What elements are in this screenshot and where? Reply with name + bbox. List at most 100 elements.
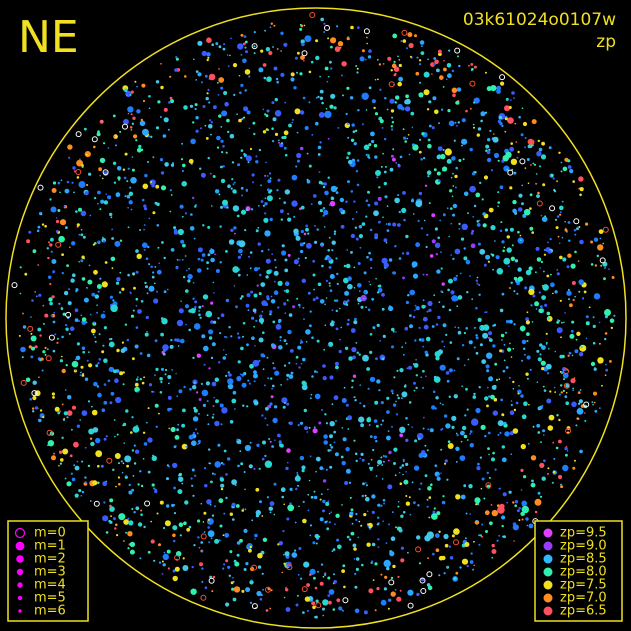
star <box>253 52 256 55</box>
star <box>179 534 182 537</box>
star <box>578 399 584 404</box>
star <box>118 482 121 486</box>
star <box>492 324 495 327</box>
star <box>152 211 156 215</box>
star <box>490 85 497 92</box>
star <box>103 358 108 364</box>
star <box>354 226 358 229</box>
star <box>269 511 272 514</box>
star <box>299 421 304 425</box>
star <box>61 436 64 439</box>
star <box>312 298 316 302</box>
star <box>299 455 305 461</box>
star <box>495 255 500 260</box>
star <box>524 137 527 139</box>
star <box>403 385 407 388</box>
star <box>152 271 155 274</box>
star <box>553 457 556 460</box>
star-ring <box>599 257 606 264</box>
star <box>49 198 52 201</box>
star <box>486 404 489 408</box>
star <box>564 221 566 223</box>
star <box>463 434 468 439</box>
star <box>249 441 252 444</box>
star <box>280 487 286 493</box>
star <box>124 195 127 198</box>
star <box>407 423 410 426</box>
star <box>327 576 331 580</box>
star <box>376 587 380 591</box>
star <box>415 358 417 361</box>
star <box>300 205 305 210</box>
star <box>120 348 126 354</box>
star <box>232 189 237 194</box>
star <box>503 359 506 362</box>
star <box>432 390 436 394</box>
star <box>339 307 341 310</box>
star <box>420 51 425 55</box>
star <box>309 455 312 458</box>
star <box>25 377 31 383</box>
star <box>461 138 468 145</box>
star <box>258 359 261 362</box>
star <box>135 506 140 511</box>
legend-marker <box>543 580 553 590</box>
star <box>572 466 576 470</box>
star <box>352 543 357 548</box>
star-ring <box>388 579 395 586</box>
star <box>510 453 513 456</box>
star <box>297 484 300 487</box>
star <box>144 207 148 211</box>
star <box>288 374 294 379</box>
star <box>330 67 333 70</box>
star <box>189 104 194 108</box>
star <box>78 261 80 263</box>
star <box>253 373 258 379</box>
star <box>169 210 172 213</box>
star-ring <box>583 401 590 408</box>
star <box>482 223 487 228</box>
star <box>470 63 474 66</box>
star <box>26 239 31 244</box>
star <box>567 159 571 163</box>
star <box>153 559 156 562</box>
star <box>351 123 355 127</box>
star <box>271 445 274 448</box>
star <box>329 289 333 293</box>
star <box>431 325 435 328</box>
star <box>211 514 215 517</box>
star <box>368 143 372 147</box>
star <box>183 385 186 389</box>
star <box>422 273 425 276</box>
star <box>99 174 101 177</box>
star <box>177 228 184 236</box>
star-ring <box>309 12 316 18</box>
star <box>444 462 447 465</box>
star <box>260 200 264 203</box>
star <box>273 66 278 71</box>
star <box>194 103 198 107</box>
star <box>422 427 425 430</box>
star <box>71 405 77 410</box>
star <box>552 441 555 444</box>
star <box>568 298 570 301</box>
star <box>342 564 346 568</box>
star <box>95 450 103 458</box>
star <box>492 451 495 455</box>
star <box>572 389 574 391</box>
star <box>535 173 538 175</box>
star <box>397 396 400 400</box>
star <box>164 321 167 324</box>
star <box>382 152 384 155</box>
star <box>356 351 359 354</box>
star <box>438 301 441 304</box>
star <box>506 235 510 239</box>
star <box>491 543 495 548</box>
star <box>257 565 262 569</box>
star <box>421 304 426 309</box>
star <box>283 339 287 343</box>
star <box>324 520 328 524</box>
star <box>225 473 228 476</box>
star <box>540 154 547 160</box>
star <box>192 297 195 300</box>
